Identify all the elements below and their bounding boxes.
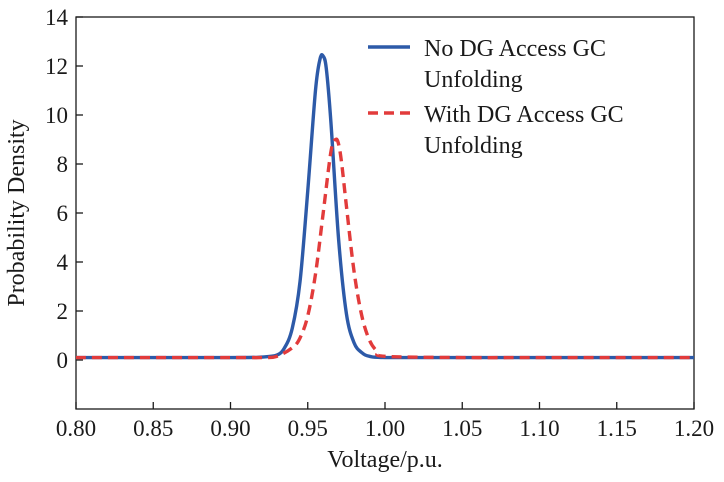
- y-tick-label: 8: [57, 152, 69, 177]
- y-axis-ticks: 0 2 4 6 8 10 12 14: [45, 5, 83, 373]
- x-axis-label: Voltage/p.u.: [327, 447, 443, 473]
- y-tick-label: 2: [57, 299, 69, 324]
- legend-label-line: Unfolding: [424, 133, 523, 159]
- x-tick-label: 1.20: [674, 416, 714, 441]
- x-tick-label: 0.80: [56, 416, 96, 441]
- plot-frame: [75, 16, 695, 410]
- legend-label-line: Unfolding: [424, 67, 523, 93]
- legend-label-line: With DG Access GC: [424, 102, 624, 128]
- y-axis-label: Probability Density: [4, 119, 30, 306]
- plot-area: 0.80 0.85 0.90 0.95 1.00 1.05 1.10 1.15 1.20 0 2 4…: [45, 5, 714, 441]
- x-tick-label: 1.05: [442, 416, 482, 441]
- y-tick-label: 12: [45, 54, 68, 79]
- x-tick-label: 0.90: [210, 416, 250, 441]
- series-group: [75, 52, 694, 360]
- y-tick-label: 6: [57, 201, 69, 226]
- y-tick-label: 0: [57, 348, 69, 373]
- x-tick-label: 1.10: [519, 416, 559, 441]
- legend-label-line: No DG Access GC: [424, 36, 606, 62]
- x-tick-label: 0.85: [133, 416, 173, 441]
- x-tick-label: 1.00: [365, 416, 405, 441]
- series-line-with-dg: [76, 137, 694, 360]
- y-tick-label: 14: [45, 5, 69, 30]
- x-axis-ticks: 0.80 0.85 0.90 0.95 1.00 1.05 1.10 1.15 1.20: [56, 402, 714, 441]
- series-line-no-dg: [75, 52, 694, 360]
- x-tick-label: 1.15: [597, 416, 637, 441]
- y-tick-label: 4: [57, 250, 69, 275]
- legend: No DG Access GC Unfolding With DG Access G…: [368, 36, 624, 159]
- x-tick-label: 0.95: [288, 416, 328, 441]
- y-tick-label: 10: [45, 103, 68, 128]
